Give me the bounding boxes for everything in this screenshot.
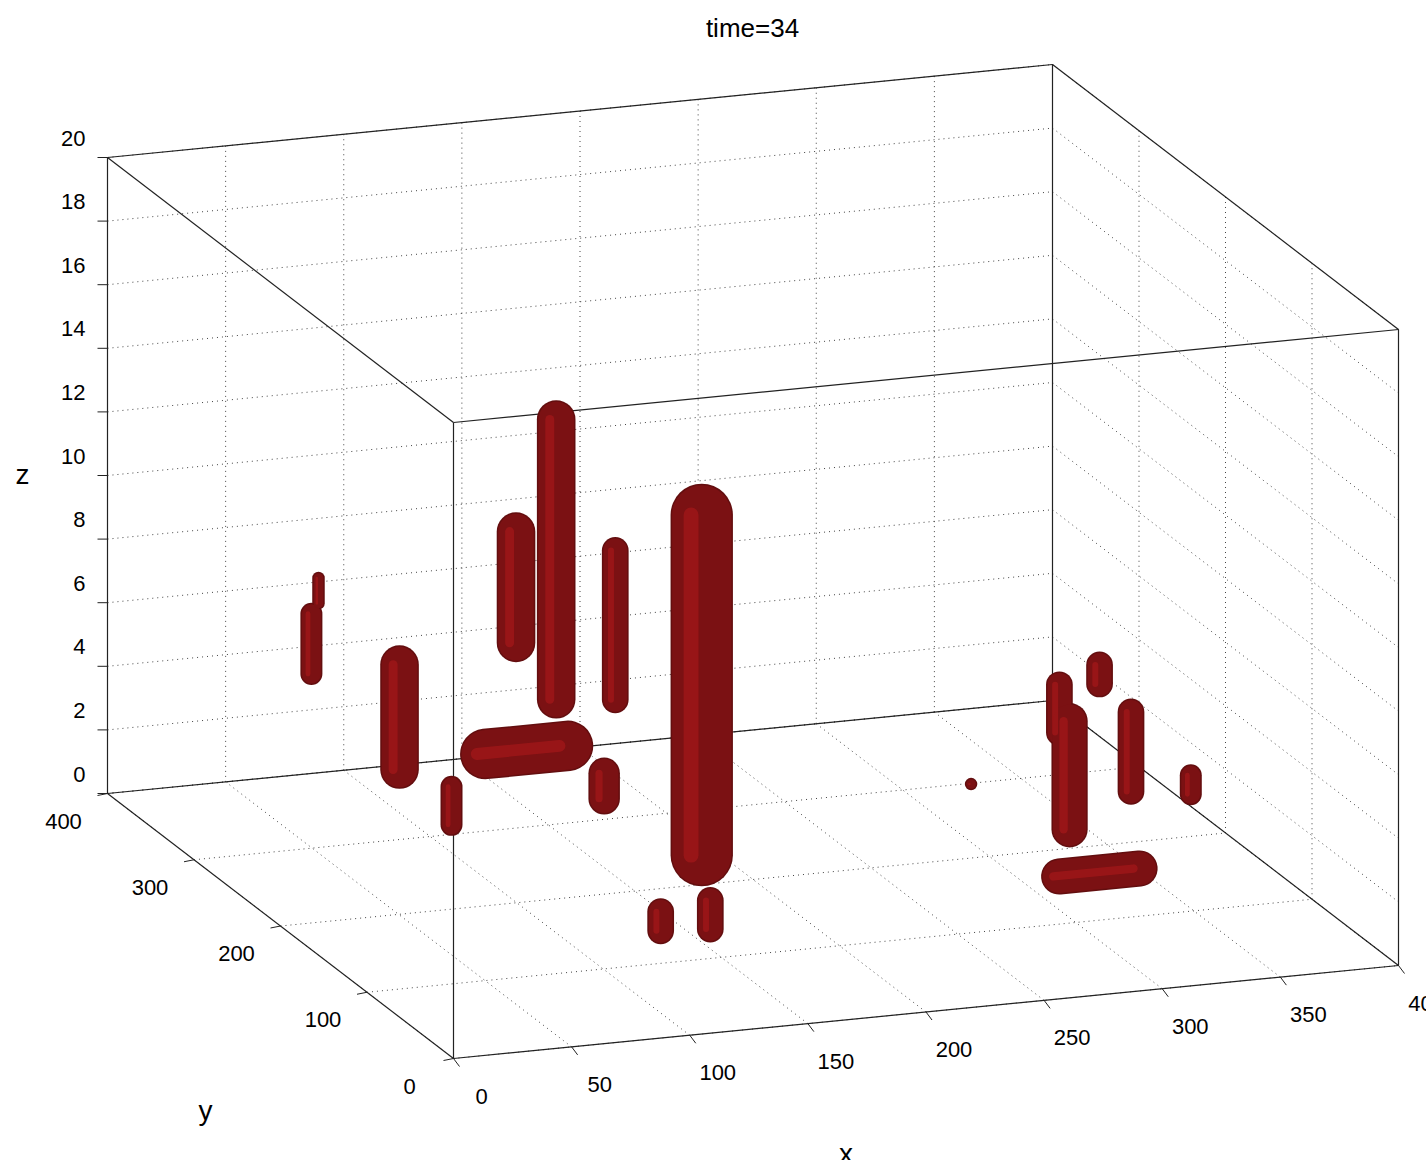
- svg-text:x: x: [839, 1138, 853, 1160]
- svg-text:10: 10: [61, 444, 85, 469]
- svg-text:20: 20: [61, 126, 85, 151]
- svg-text:z: z: [16, 459, 30, 490]
- svg-text:150: 150: [818, 1049, 855, 1074]
- svg-text:100: 100: [305, 1007, 342, 1032]
- svg-text:50: 50: [587, 1072, 611, 1097]
- svg-text:400: 400: [1408, 991, 1426, 1016]
- svg-text:0: 0: [73, 762, 85, 787]
- svg-text:4: 4: [73, 634, 85, 659]
- svg-text:18: 18: [61, 189, 85, 214]
- svg-text:16: 16: [61, 253, 85, 278]
- svg-text:200: 200: [936, 1037, 973, 1062]
- svg-text:200: 200: [218, 941, 255, 966]
- svg-text:350: 350: [1290, 1002, 1327, 1027]
- svg-text:0: 0: [475, 1084, 487, 1109]
- svg-text:14: 14: [61, 316, 85, 341]
- svg-text:250: 250: [1054, 1025, 1091, 1050]
- svg-text:400: 400: [45, 809, 82, 834]
- svg-text:6: 6: [73, 571, 85, 596]
- svg-text:300: 300: [132, 875, 169, 900]
- svg-text:100: 100: [699, 1060, 736, 1085]
- svg-text:12: 12: [61, 380, 85, 405]
- svg-text:0: 0: [403, 1074, 415, 1099]
- svg-text:300: 300: [1172, 1014, 1209, 1039]
- svg-text:2: 2: [73, 698, 85, 723]
- svg-text:8: 8: [73, 507, 85, 532]
- svg-text:time=34: time=34: [706, 13, 799, 43]
- svg-text:y: y: [199, 1095, 213, 1126]
